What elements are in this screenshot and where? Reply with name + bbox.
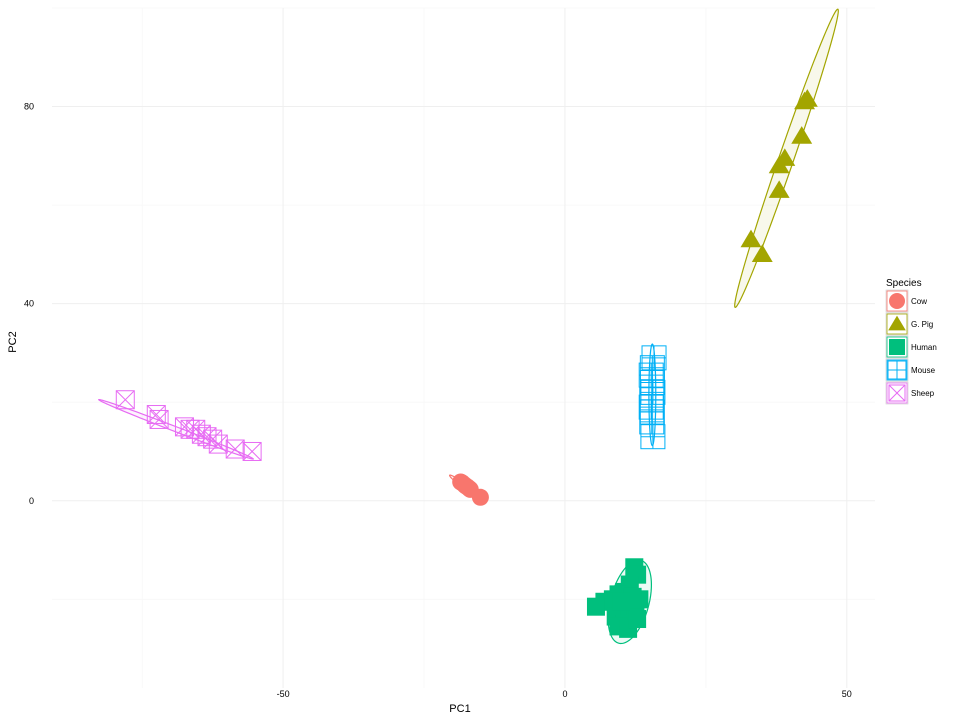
y-tick-label: 0 bbox=[29, 496, 34, 506]
series-g-pig bbox=[740, 89, 818, 262]
x-tick-label: 50 bbox=[842, 689, 852, 699]
point-sheep bbox=[186, 419, 206, 439]
legend-item-mouse: Mouse bbox=[885, 358, 936, 382]
legend-key-marker bbox=[887, 360, 907, 380]
legend-key-marker bbox=[888, 315, 906, 331]
legend-key-frame bbox=[886, 359, 908, 381]
point-g-pig bbox=[768, 180, 790, 198]
series-human bbox=[586, 558, 649, 638]
legend-item-sheep: Sheep bbox=[885, 381, 935, 405]
point-g-pig bbox=[768, 155, 790, 174]
series-sheep bbox=[115, 390, 262, 461]
point-mouse bbox=[639, 369, 665, 395]
legend-item-cow: Cow bbox=[885, 289, 927, 313]
legend-label: Human bbox=[911, 343, 937, 352]
x-axis-ticks: -50 0 50 bbox=[277, 689, 852, 699]
legend-key-marker bbox=[888, 384, 906, 402]
legend-key-marker bbox=[889, 293, 905, 309]
point-sheep bbox=[197, 427, 217, 447]
point-g-pig bbox=[791, 126, 813, 144]
legend-item-g-pig: G. Pig bbox=[885, 312, 933, 336]
point-sheep bbox=[191, 424, 211, 444]
y-tick-label: 40 bbox=[24, 299, 34, 309]
x-tick-label: -50 bbox=[277, 689, 290, 699]
point-cow bbox=[471, 488, 489, 506]
legend-key-frame bbox=[886, 382, 908, 404]
point-human bbox=[628, 610, 647, 629]
point-sheep bbox=[242, 441, 262, 461]
point-g-pig bbox=[794, 91, 815, 110]
legend-label: Sheep bbox=[911, 389, 935, 398]
legend-label: G. Pig bbox=[911, 320, 933, 329]
legend-title: Species bbox=[886, 278, 922, 289]
legend-label: Mouse bbox=[911, 366, 936, 375]
legend-key-frame bbox=[886, 313, 908, 335]
point-sheep bbox=[115, 390, 135, 410]
legend-key-frame bbox=[886, 336, 908, 358]
series-cow bbox=[452, 473, 489, 506]
point-sheep bbox=[208, 434, 228, 454]
legend-item-human: Human bbox=[885, 335, 937, 359]
point-sheep bbox=[149, 409, 169, 429]
point-mouse bbox=[638, 394, 664, 420]
legend: Species Cow G. Pig Human Mouse Sheep bbox=[885, 278, 937, 405]
point-sheep bbox=[203, 429, 223, 449]
y-tick-label: 80 bbox=[24, 102, 34, 112]
point-g-pig bbox=[740, 229, 762, 248]
series-mouse bbox=[638, 345, 667, 450]
point-mouse bbox=[638, 362, 664, 388]
point-mouse bbox=[641, 345, 667, 371]
grid-lines bbox=[52, 7, 875, 688]
point-mouse bbox=[640, 424, 666, 450]
legend-key-frame bbox=[886, 290, 908, 312]
y-axis-title: PC2 bbox=[7, 331, 19, 352]
x-axis-title: PC1 bbox=[449, 703, 470, 715]
x-tick-label: 0 bbox=[562, 689, 567, 699]
legend-key-marker bbox=[889, 339, 905, 355]
point-human bbox=[612, 592, 631, 611]
point-sheep bbox=[225, 439, 245, 459]
y-axis-ticks: 0 40 80 bbox=[24, 102, 34, 506]
legend-label: Cow bbox=[911, 297, 927, 306]
point-g-pig bbox=[751, 244, 773, 262]
point-human bbox=[586, 597, 605, 616]
point-mouse bbox=[639, 409, 665, 435]
point-mouse bbox=[639, 399, 665, 425]
data-points bbox=[115, 89, 818, 638]
